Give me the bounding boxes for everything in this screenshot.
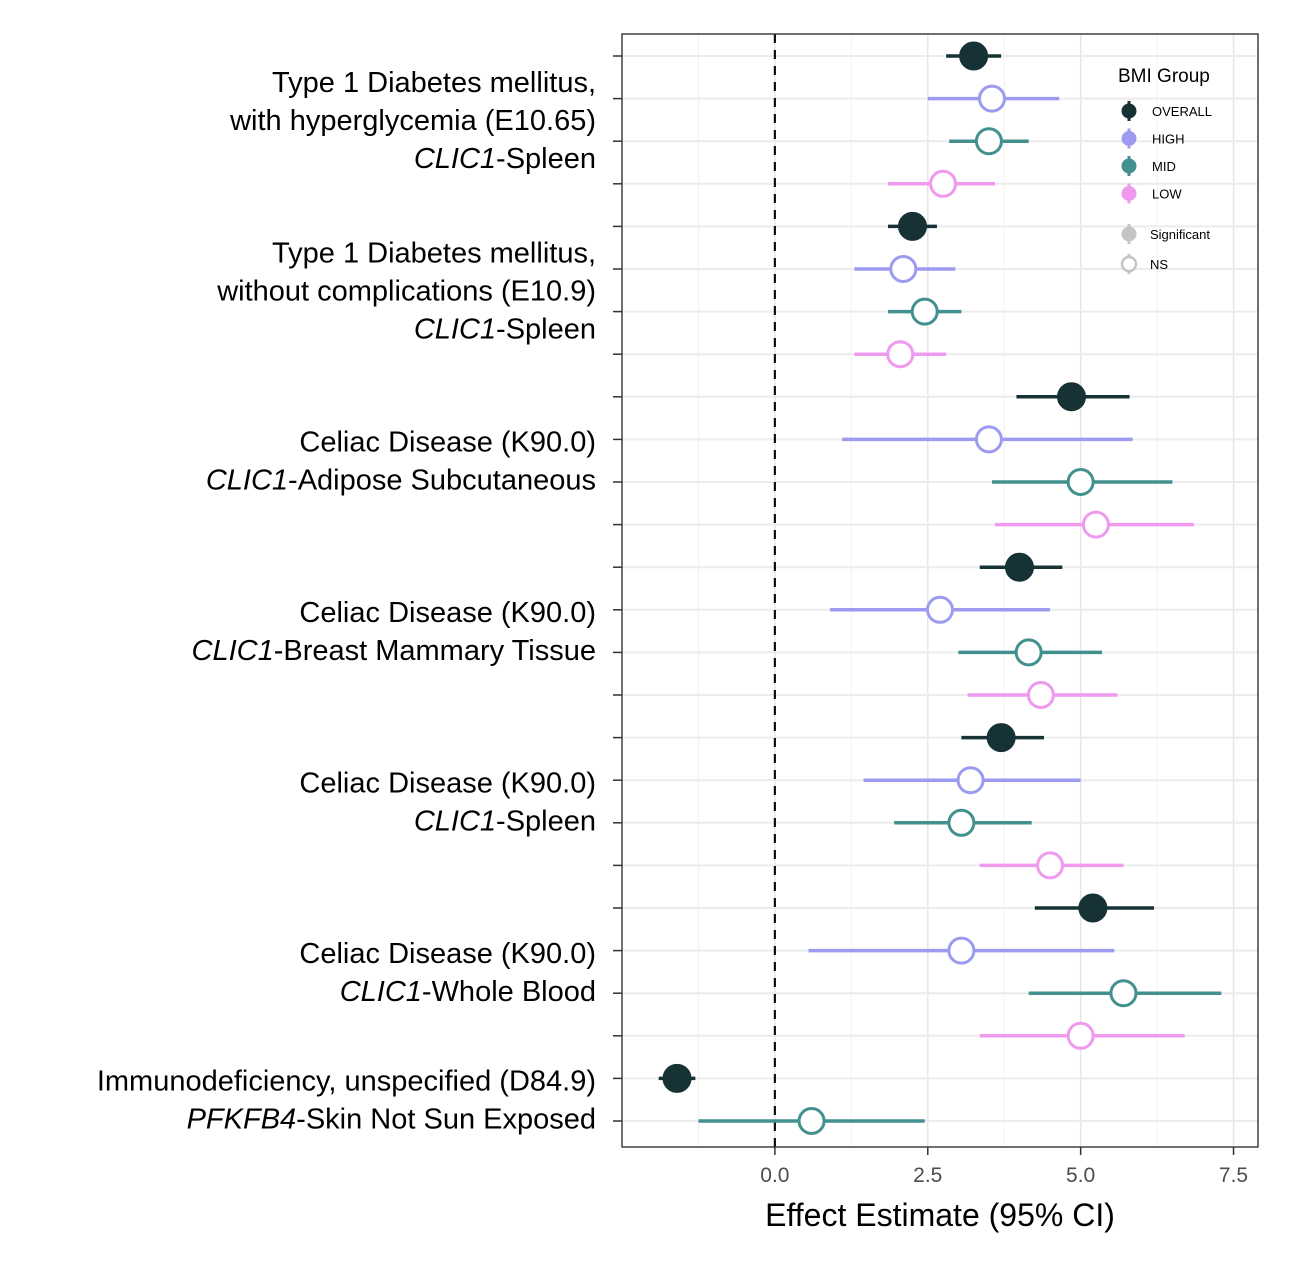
group-label-line: CLIC1-Spleen — [414, 806, 596, 838]
group-label-line: CLIC1-Spleen — [414, 143, 596, 175]
group-label-line: Type 1 Diabetes mellitus, — [272, 67, 596, 99]
x-tick-label: 7.5 — [1219, 1164, 1248, 1187]
point-significant-overall — [959, 41, 989, 71]
tissue-name: -Adipose Subcutaneous — [288, 465, 596, 497]
gene-name: CLIC1 — [340, 976, 422, 1008]
legend-key-point-high — [1121, 131, 1137, 146]
point-significant-overall — [986, 723, 1016, 753]
gene-name: CLIC1 — [414, 143, 496, 175]
point-significant-overall — [1078, 893, 1108, 923]
point-significant-overall — [897, 211, 927, 241]
group-label-line: PFKFB4-Skin Not Sun Exposed — [187, 1104, 596, 1136]
tissue-name: -Spleen — [496, 143, 596, 175]
legend-key-filled-point — [1121, 226, 1137, 242]
point-ns-mid — [974, 127, 1003, 156]
tissue-name: -Spleen — [496, 313, 596, 345]
x-tick-label: 0.0 — [760, 1164, 789, 1187]
gene-name: CLIC1 — [414, 313, 496, 345]
group-label-line: Celiac Disease (K90.0) — [299, 938, 596, 970]
legend-label-mid: MID — [1152, 159, 1176, 174]
point-ns-mid — [1109, 979, 1138, 1008]
legend-label-ns: NS — [1150, 257, 1168, 272]
gene-name: CLIC1 — [206, 465, 288, 497]
point-significant-overall — [1056, 382, 1086, 412]
point-ns-low — [1066, 1021, 1095, 1050]
y-axis-group-labels: Type 1 Diabetes mellitus, with hyperglyce… — [97, 67, 596, 1136]
point-ns-high — [889, 255, 918, 283]
group-label-line: with hyperglycemia (E10.65) — [229, 105, 596, 137]
point-ns-low — [1026, 681, 1055, 709]
point-ns-mid — [910, 297, 939, 326]
point-ns-mid — [1066, 468, 1095, 496]
group-label-line: CLIC1-Spleen — [414, 313, 596, 345]
legend-key-point-mid — [1121, 158, 1137, 174]
x-axis-ticks: 0.0 2.5 5.0 7.5 — [760, 1147, 1248, 1187]
group-label-line: Type 1 Diabetes mellitus, — [272, 237, 596, 269]
group-label-line: CLIC1-Whole Blood — [340, 976, 596, 1008]
gene-name: CLIC1 — [192, 635, 274, 667]
group-label-line: Celiac Disease (K90.0) — [299, 597, 596, 629]
group-label-line: Immunodeficiency, unspecified (D84.9) — [97, 1066, 596, 1098]
legend-label-significant: Significant — [1150, 227, 1210, 242]
tissue-name: -Skin Not Sun Exposed — [296, 1104, 596, 1136]
gene-name: CLIC1 — [414, 806, 496, 838]
point-ns-high — [974, 425, 1003, 454]
group-label-line: Celiac Disease (K90.0) — [299, 768, 596, 800]
tissue-name: -Whole Blood — [422, 976, 596, 1008]
plot-panel — [622, 34, 1258, 1147]
group-label-line: CLIC1-Adipose Subcutaneous — [206, 465, 596, 497]
point-ns-mid — [947, 808, 976, 837]
x-axis-title: Effect Estimate (95% CI) — [765, 1197, 1115, 1233]
legend: BMI Group OVERALL HIGH MID LOW Significant NS — [1118, 66, 1212, 274]
point-ns-low — [929, 169, 958, 198]
point-ns-mid — [1014, 638, 1043, 667]
plot-border — [621, 33, 1259, 1148]
point-ns-low — [1036, 851, 1065, 880]
point-significant-overall — [1005, 552, 1034, 582]
point-ns-mid — [797, 1107, 826, 1135]
legend-key-open-point — [1120, 255, 1138, 273]
group-label-line: Celiac Disease (K90.0) — [299, 427, 596, 459]
x-tick-label: 2.5 — [913, 1164, 942, 1187]
group-label-line: without complications (E10.9) — [216, 275, 596, 307]
point-ns-high — [956, 766, 985, 795]
tissue-name: -Spleen — [496, 806, 596, 838]
point-ns-low — [886, 340, 915, 369]
group-label-line: CLIC1-Breast Mammary Tissue — [192, 635, 597, 667]
point-ns-high — [977, 84, 1006, 113]
legend-key-point-low — [1121, 186, 1137, 201]
point-ns-low — [1081, 510, 1110, 539]
point-ns-high — [947, 936, 976, 965]
legend-label-high: HIGH — [1152, 132, 1185, 147]
data-marks — [658, 41, 1222, 1135]
legend-key-point-overall — [1121, 103, 1137, 119]
legend-title: BMI Group — [1118, 66, 1210, 87]
point-ns-high — [926, 595, 954, 624]
point-significant-overall — [662, 1063, 692, 1093]
legend-label-overall: OVERALL — [1152, 104, 1212, 119]
y-axis-ticks — [613, 55, 622, 1122]
legend-label-low: LOW — [1152, 187, 1182, 202]
tissue-name: -Breast Mammary Tissue — [274, 635, 596, 667]
gene-name: PFKFB4 — [187, 1104, 297, 1136]
x-tick-label: 5.0 — [1066, 1164, 1095, 1187]
